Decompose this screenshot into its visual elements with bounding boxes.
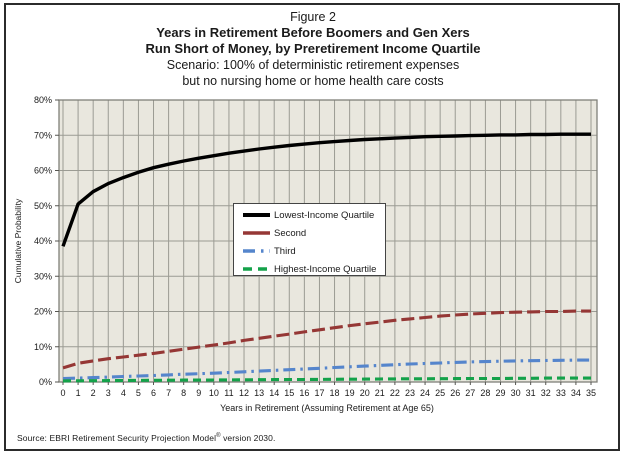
series-line-third [62, 358, 591, 381]
chart-title-line1: Years in Retirement Before Boomers and G… [156, 25, 470, 40]
chart-title-line2: Run Short of Money, by Preretirement Inc… [145, 41, 481, 56]
x-tick-label: 0 [60, 388, 65, 398]
x-tick-labels: 0 1 2 3 4 5 6 7 8 9 10 11 12 13 14 15 16 17 18 19 20 21 22 23 24… [60, 388, 596, 398]
chart-subtitle-line2: but no nursing home or home health care … [182, 74, 444, 88]
x-tick-label: 16 [299, 388, 309, 398]
x-tick-label: 23 [405, 388, 415, 398]
x-tick-label: 14 [269, 388, 279, 398]
y-tick-label: 20% [34, 307, 52, 317]
y-tick-label: 80% [34, 95, 52, 105]
y-tick-label: 30% [34, 271, 52, 281]
legend-label-1: Lowest-Income Quartile [274, 210, 374, 221]
x-tick-label: 21 [375, 388, 385, 398]
x-tick-label: 29 [495, 388, 505, 398]
x-tick-label: 20 [360, 388, 370, 398]
x-tick-label: 19 [345, 388, 355, 398]
source-version: version 2030. [220, 433, 276, 443]
x-tick-label: 30 [511, 388, 521, 398]
x-tick-label: 17 [314, 388, 324, 398]
y-tick-label: 10% [34, 342, 52, 352]
x-axis-title: Years in Retirement (Assuming Retirement… [220, 403, 434, 413]
x-tick-label: 22 [390, 388, 400, 398]
source-text: Source: EBRI Retirement Security Project… [17, 433, 217, 443]
x-tick-label: 27 [465, 388, 475, 398]
figure-label: Figure 2 [290, 10, 336, 24]
x-tick-label: 35 [586, 388, 596, 398]
x-tick-label: 9 [196, 388, 201, 398]
y-axis-title: Cumulative Probability [13, 198, 23, 283]
legend: Lowest-Income Quartile Second Third Highest… [233, 203, 386, 276]
x-tick-label: 34 [571, 388, 581, 398]
x-tick-label: 24 [420, 388, 430, 398]
y-tick-label: 40% [34, 236, 52, 246]
x-tick-label: 3 [106, 388, 111, 398]
x-tick-label: 25 [435, 388, 445, 398]
x-tick-label: 4 [121, 388, 126, 398]
x-tick-label: 2 [91, 388, 96, 398]
x-tick-label: 15 [284, 388, 294, 398]
chart-subtitle-line1: Scenario: 100% of deterministic retireme… [166, 58, 460, 72]
x-tick-label: 28 [480, 388, 490, 398]
series-line-highest-income-quartile [62, 376, 591, 383]
x-tick-label: 11 [224, 388, 233, 398]
gridlines [59, 100, 597, 382]
x-tick-label: 6 [151, 388, 156, 398]
x-tick-label: 33 [556, 388, 566, 398]
x-tick-label: 26 [450, 388, 460, 398]
x-tick-label: 1 [76, 388, 81, 398]
y-tick-labels: 0% 10% 20% 30% 40% 50% 60% 70% 80% [34, 95, 52, 387]
legend-label-4: Highest-Income Quartile [274, 264, 376, 275]
legend-label-2: Second [274, 228, 306, 239]
chart-header: Figure 2 Years in Retirement Before Boom… [0, 9, 626, 89]
source-note: Source: EBRI Retirement Security Project… [17, 433, 275, 443]
y-tick-label: 70% [34, 130, 52, 140]
x-tick-label: 10 [209, 388, 219, 398]
y-tick-label: 50% [34, 201, 52, 211]
x-tick-label: 5 [136, 388, 141, 398]
series-line-second [62, 309, 591, 370]
registered-mark: ® [216, 433, 221, 440]
x-tick-label: 13 [254, 388, 264, 398]
legend-label-3: Third [274, 246, 296, 257]
series-line-lowest-income-quartile [61, 132, 591, 247]
x-tick-label: 32 [541, 388, 551, 398]
x-tick-label: 8 [181, 388, 186, 398]
y-tick-label: 60% [34, 166, 52, 176]
x-tick-label: 31 [526, 388, 536, 398]
x-tick-label: 7 [166, 388, 171, 398]
y-tick-label: 0% [39, 377, 52, 387]
x-tick-label: 12 [239, 388, 249, 398]
x-tick-label: 18 [330, 388, 340, 398]
axis-ticks [55, 99, 592, 385]
